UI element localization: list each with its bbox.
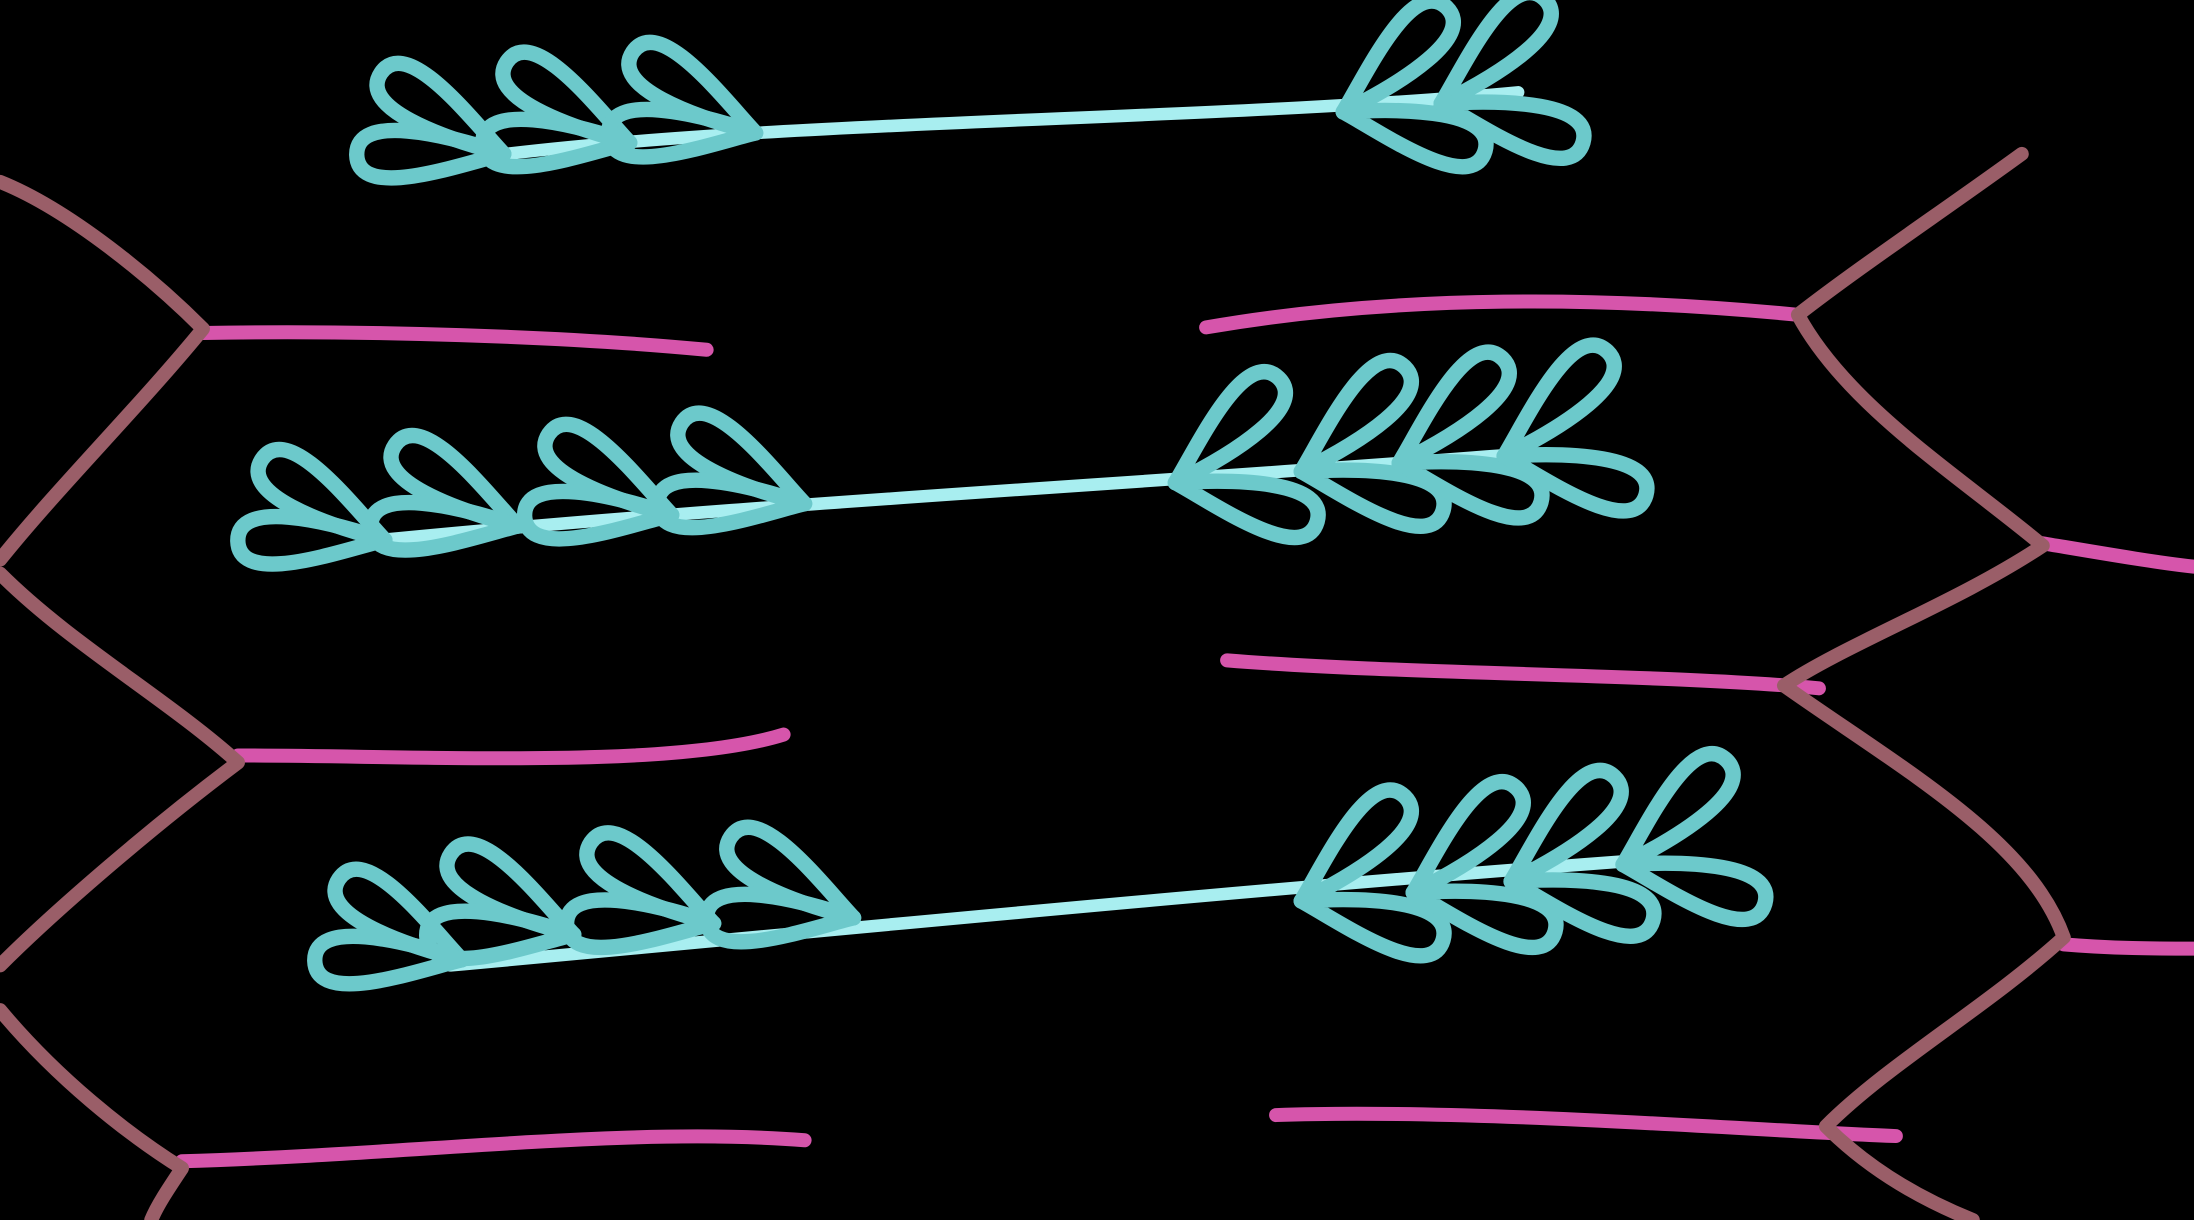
myosin-head: [698, 886, 862, 950]
myosin-head: [1503, 762, 1629, 890]
myosin-head: [1293, 352, 1419, 480]
thin-filament: [1220, 653, 1826, 696]
myosin-head: [1293, 782, 1419, 909]
myosin-head: [1433, 94, 1592, 167]
myosin-head: [1503, 872, 1662, 944]
myosin-head: [474, 111, 638, 175]
thin-filament: [230, 727, 791, 766]
myosin-head: [516, 483, 680, 547]
myosin-head: [1293, 891, 1452, 964]
myosin-head: [1405, 883, 1564, 956]
thin-filament: [1199, 294, 1805, 335]
myosin-head: [558, 892, 722, 955]
thin-filament: [175, 1129, 812, 1169]
thin-filament: [2056, 937, 2194, 956]
myosin-head: [1615, 855, 1774, 928]
myosin-head: [1496, 447, 1655, 519]
myosin-head: [600, 101, 764, 165]
thin-filament: [195, 325, 714, 357]
myosin-head: [1293, 462, 1452, 534]
myosin-head: [1433, 0, 1559, 112]
myosin-head: [1167, 364, 1294, 491]
myosin-head: [1167, 473, 1326, 546]
myosin-head: [1405, 774, 1531, 901]
myosin-head: [1391, 454, 1550, 526]
myosin-head: [230, 508, 393, 572]
myosin-head: [1391, 344, 1517, 471]
myosin-head: [1335, 102, 1494, 175]
z-line: [1776, 146, 2071, 1220]
myosin-head: [418, 903, 582, 967]
z-line: [0, 566, 245, 973]
z-line: [0, 174, 210, 567]
z-line: [0, 1003, 189, 1220]
myosin-head: [349, 122, 512, 186]
myosin-head: [363, 494, 526, 558]
thin-filament: [2032, 535, 2194, 574]
myosin-head: [649, 472, 813, 536]
myosin-head: [1335, 0, 1461, 120]
myosin-head: [307, 928, 470, 992]
myosin-head: [1496, 337, 1622, 464]
thick-filaments: [230, 0, 1774, 992]
myosin-head: [1615, 746, 1741, 873]
